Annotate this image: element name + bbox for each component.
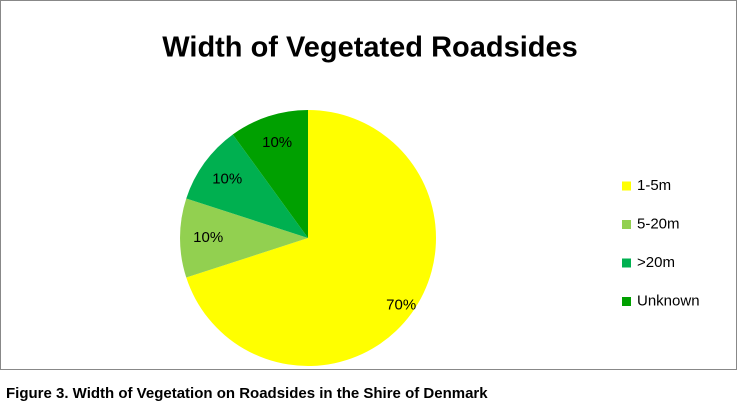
legend-label: 5-20m bbox=[637, 215, 680, 232]
legend-label: >20m bbox=[637, 254, 675, 271]
legend-swatch bbox=[622, 220, 631, 229]
legend-swatch bbox=[622, 181, 631, 191]
legend-label: Unknown bbox=[637, 292, 700, 309]
legend-swatch bbox=[622, 258, 631, 268]
pie-slice bbox=[180, 198, 308, 278]
legend-label: 1-5m bbox=[637, 177, 671, 194]
pie-slice bbox=[186, 110, 436, 366]
data-label: 10% bbox=[212, 170, 242, 187]
data-label: 10% bbox=[262, 134, 292, 151]
data-label: 10% bbox=[193, 229, 223, 246]
chart-title: Width of Vegetated Roadsides bbox=[162, 32, 577, 64]
pie-slice bbox=[186, 134, 308, 238]
legend-swatch bbox=[622, 297, 631, 306]
data-label: 70% bbox=[386, 297, 416, 314]
caption: Figure 3. Width of Vegetation on Roadsid… bbox=[6, 385, 488, 402]
pie-slice bbox=[232, 110, 308, 238]
